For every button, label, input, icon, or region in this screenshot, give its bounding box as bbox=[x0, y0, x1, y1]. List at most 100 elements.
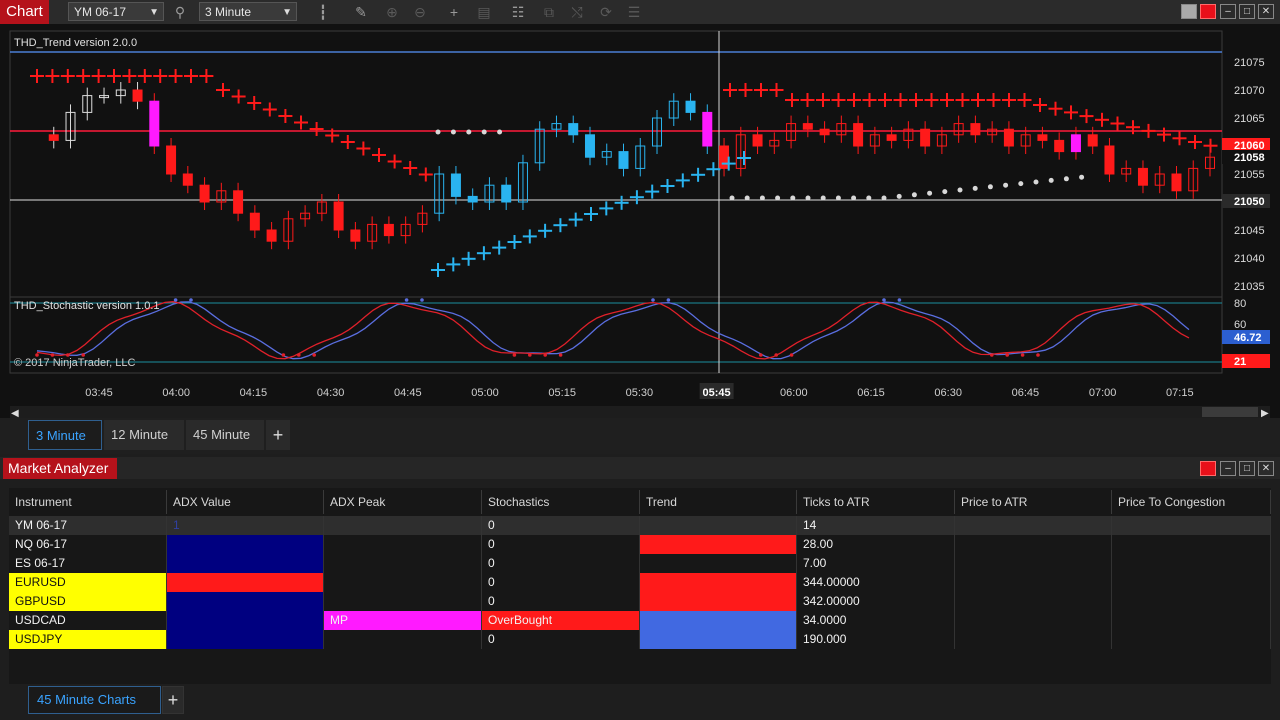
instrument-cell[interactable]: GBPUSD bbox=[9, 592, 167, 611]
refresh-icon[interactable]: ⟳ bbox=[600, 4, 612, 20]
crosshair-icon[interactable]: + bbox=[449, 4, 459, 20]
data-box-icon[interactable]: ☰ bbox=[627, 4, 641, 20]
add-tab-button[interactable]: + bbox=[266, 420, 290, 450]
table-cell[interactable] bbox=[640, 592, 797, 611]
table-cell[interactable] bbox=[1112, 592, 1271, 611]
window-link-icon[interactable] bbox=[1200, 461, 1216, 476]
tab-3-minute[interactable]: 3 Minute bbox=[28, 420, 102, 450]
scroll-left-icon[interactable]: ◀ bbox=[11, 408, 19, 419]
scrollbar-thumb[interactable] bbox=[1202, 407, 1258, 417]
table-cell[interactable] bbox=[167, 592, 324, 611]
instrument-cell[interactable]: ES 06-17 bbox=[9, 554, 167, 573]
maximize-icon[interactable]: □ bbox=[1239, 461, 1255, 476]
table-cell[interactable]: MP bbox=[324, 611, 482, 630]
table-cell[interactable] bbox=[640, 573, 797, 592]
table-cell[interactable] bbox=[640, 611, 797, 630]
timeframe-selector[interactable]: 3 Minute ▼ bbox=[199, 2, 297, 21]
table-cell[interactable] bbox=[955, 535, 1112, 554]
table-cell[interactable] bbox=[955, 573, 1112, 592]
table-cell[interactable]: 1 bbox=[167, 516, 324, 535]
column-header[interactable]: ADX Value bbox=[167, 490, 324, 514]
table-cell[interactable]: 0 bbox=[482, 592, 640, 611]
tab-45-minute-charts[interactable]: 45 Minute Charts bbox=[28, 686, 161, 714]
column-header[interactable]: Trend bbox=[640, 490, 797, 514]
table-cell[interactable] bbox=[167, 611, 324, 630]
minimize-icon[interactable]: – bbox=[1220, 4, 1236, 19]
scroll-icon[interactable]: ⤭ bbox=[571, 4, 583, 20]
table-cell[interactable] bbox=[955, 592, 1112, 611]
tab-45-minute[interactable]: 45 Minute bbox=[186, 420, 264, 450]
table-cell[interactable]: 28.00 bbox=[797, 535, 955, 554]
table-cell[interactable] bbox=[324, 592, 482, 611]
column-header[interactable]: ADX Peak bbox=[324, 490, 482, 514]
table-cell[interactable] bbox=[324, 554, 482, 573]
table-cell[interactable] bbox=[955, 554, 1112, 573]
minimize-icon[interactable]: – bbox=[1220, 461, 1236, 476]
table-cell[interactable] bbox=[324, 630, 482, 649]
table-cell[interactable] bbox=[1112, 611, 1271, 630]
maximize-icon[interactable]: □ bbox=[1239, 4, 1255, 19]
search-icon[interactable]: ⚲ bbox=[174, 4, 186, 20]
table-cell[interactable] bbox=[955, 516, 1112, 535]
table-cell[interactable] bbox=[324, 573, 482, 592]
table-cell[interactable]: 7.00 bbox=[797, 554, 955, 573]
table-cell[interactable] bbox=[167, 535, 324, 554]
table-cell[interactable] bbox=[640, 554, 797, 573]
strategies-icon[interactable]: ☷ bbox=[511, 4, 525, 20]
instrument-cell[interactable]: YM 06-17 bbox=[9, 516, 167, 535]
table-cell[interactable]: OverBought bbox=[482, 611, 640, 630]
add-analyzer-tab-button[interactable]: + bbox=[162, 686, 184, 714]
table-cell[interactable] bbox=[1112, 516, 1271, 535]
table-cell[interactable] bbox=[167, 554, 324, 573]
close-icon[interactable]: ✕ bbox=[1258, 4, 1274, 19]
column-header[interactable]: Ticks to ATR bbox=[797, 490, 955, 514]
table-cell[interactable] bbox=[1112, 535, 1271, 554]
table-cell[interactable]: 0 bbox=[482, 516, 640, 535]
candlestick-icon[interactable]: ┇ bbox=[318, 4, 328, 20]
column-header[interactable]: Price to ATR bbox=[955, 490, 1112, 514]
table-cell[interactable]: 344.00000 bbox=[797, 573, 955, 592]
table-cell[interactable] bbox=[324, 535, 482, 554]
instrument-cell[interactable]: NQ 06-17 bbox=[9, 535, 167, 554]
table-cell[interactable] bbox=[167, 573, 324, 592]
table-cell[interactable] bbox=[640, 630, 797, 649]
table-cell[interactable]: 34.0000 bbox=[797, 611, 955, 630]
table-cell[interactable] bbox=[167, 630, 324, 649]
drawing-tools-icon[interactable]: ⧉ bbox=[544, 4, 554, 20]
scroll-right-icon[interactable]: ▶ bbox=[1261, 408, 1269, 419]
table-cell[interactable]: 14 bbox=[797, 516, 955, 535]
column-header[interactable]: Stochastics bbox=[482, 490, 640, 514]
tab-12-minute[interactable]: 12 Minute bbox=[104, 420, 184, 450]
close-icon[interactable]: ✕ bbox=[1258, 461, 1274, 476]
zoom-in-icon[interactable]: ⊕ bbox=[386, 4, 398, 20]
instrument-cell[interactable]: EURUSD bbox=[9, 573, 167, 592]
price-chart[interactable]: THD_Trend version 2.0.0 THD_Stochastic v… bbox=[0, 25, 1280, 420]
table-cell[interactable] bbox=[1112, 554, 1271, 573]
table-cell[interactable] bbox=[1112, 630, 1271, 649]
properties-icon[interactable]: ▤ bbox=[477, 4, 491, 20]
table-cell[interactable] bbox=[324, 516, 482, 535]
pencil-icon[interactable]: ✎ bbox=[355, 4, 367, 20]
table-cell[interactable]: 0 bbox=[482, 554, 640, 573]
price-tick-label: 21045 bbox=[1234, 225, 1265, 237]
window-restore-icon[interactable] bbox=[1181, 4, 1197, 19]
table-cell[interactable]: 0 bbox=[482, 535, 640, 554]
table-cell[interactable] bbox=[640, 535, 797, 554]
table-cell[interactable] bbox=[1112, 573, 1271, 592]
instrument-cell[interactable]: USDJPY bbox=[9, 630, 167, 649]
instrument-cell[interactable]: USDCAD bbox=[9, 611, 167, 630]
chart-panel[interactable] bbox=[0, 25, 1280, 420]
horizontal-scrollbar[interactable]: ◀ ▶ bbox=[10, 406, 1270, 419]
column-header[interactable]: Instrument bbox=[9, 490, 167, 514]
zoom-out-icon[interactable]: ⊖ bbox=[414, 4, 426, 20]
table-cell[interactable]: 0 bbox=[482, 630, 640, 649]
window-link-icon[interactable] bbox=[1200, 4, 1216, 19]
table-cell[interactable]: 342.00000 bbox=[797, 592, 955, 611]
column-header[interactable]: Price To Congestion bbox=[1112, 490, 1271, 514]
table-cell[interactable]: 0 bbox=[482, 573, 640, 592]
table-cell[interactable] bbox=[640, 516, 797, 535]
table-cell[interactable] bbox=[955, 611, 1112, 630]
instrument-selector[interactable]: YM 06-17 ▼ bbox=[68, 2, 164, 21]
table-cell[interactable] bbox=[955, 630, 1112, 649]
table-cell[interactable]: 190.000 bbox=[797, 630, 955, 649]
